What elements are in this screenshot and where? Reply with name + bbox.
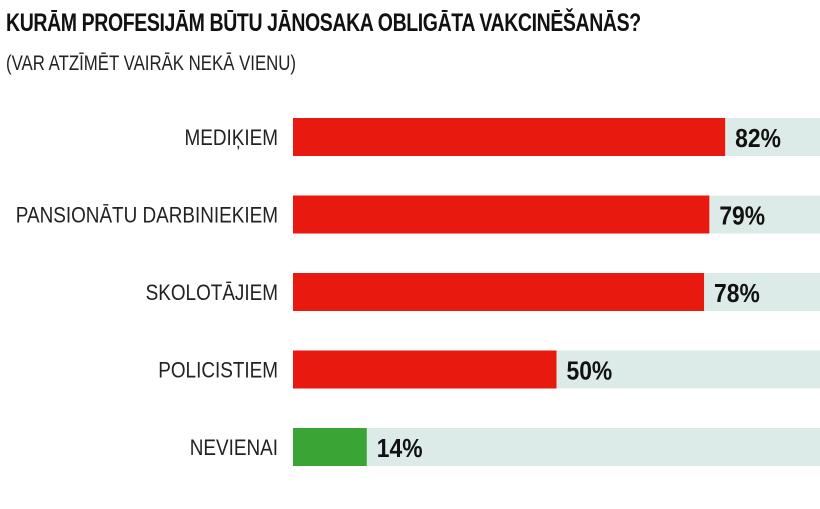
category-label: NEVIENAI xyxy=(190,436,278,461)
category-label: POLICISTIEM xyxy=(158,358,278,383)
value-label: 78% xyxy=(714,280,760,309)
bar xyxy=(293,195,710,234)
value-label: 14% xyxy=(377,435,423,464)
bar xyxy=(293,350,557,389)
category-label: SKOLOTĀJIEM xyxy=(146,281,278,306)
category-label: MEDIĶIEM xyxy=(185,126,278,151)
value-label: 50% xyxy=(567,357,613,386)
chart-title: KURĀM PROFESIJĀM BŪTU JĀNOSAKA OBLIGĀTA … xyxy=(6,9,641,37)
bar xyxy=(293,428,367,466)
bar-track xyxy=(293,428,820,466)
value-label: 79% xyxy=(719,202,765,231)
bar xyxy=(293,118,726,156)
chart-subtitle: (VAR ATZĪMĒT VAIRĀK NEKĀ VIENU) xyxy=(6,52,297,75)
category-label: PANSIONĀTU DARBINIEKIEM xyxy=(16,203,278,228)
value-label: 82% xyxy=(735,125,781,154)
bar xyxy=(293,273,705,311)
